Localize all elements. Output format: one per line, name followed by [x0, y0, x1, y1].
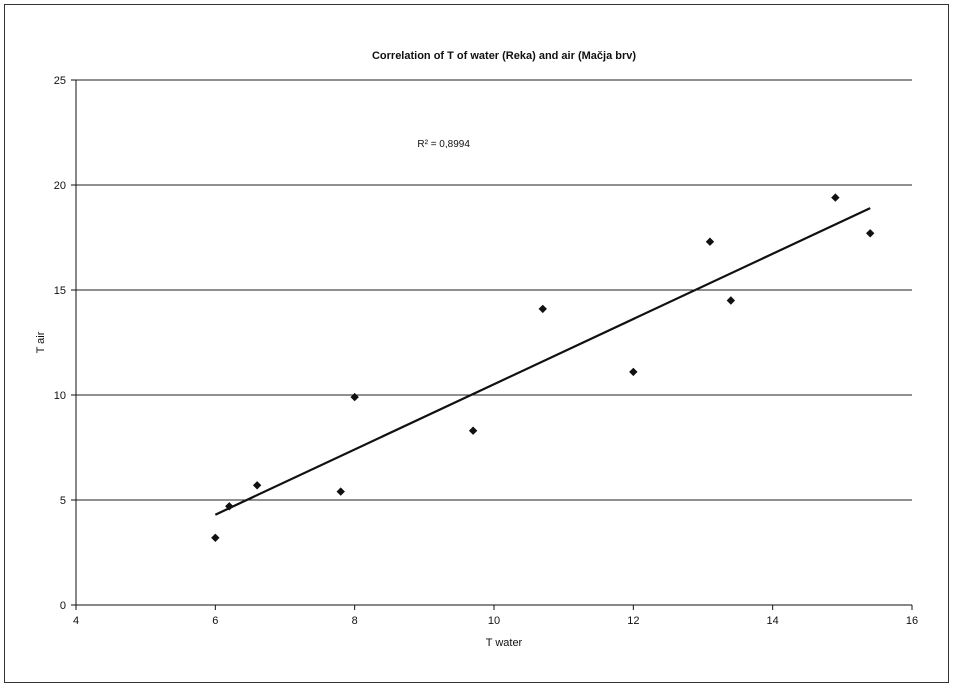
data-points [211, 193, 875, 542]
data-point-12 [866, 229, 875, 238]
x-tick-label-10: 10 [488, 615, 500, 627]
trendline-group [214, 207, 871, 516]
data-point-10 [726, 296, 736, 305]
chart-title: Correlation of T of water (Reka) and air… [372, 50, 636, 62]
data-point-5 [350, 392, 359, 402]
y-tick-label-15: 15 [54, 285, 66, 297]
grid-lines [76, 79, 912, 501]
y-axis-label: T air [35, 331, 47, 353]
data-point-9 [705, 237, 715, 246]
x-tick-labels: 4 6 8 10 12 14 16 [73, 615, 918, 627]
y-tick-label-0: 0 [60, 600, 66, 612]
x-tick-label-8: 8 [352, 615, 358, 627]
y-tick-label-5: 5 [60, 495, 66, 507]
x-tick-label-6: 6 [212, 615, 218, 627]
x-tick-label-4: 4 [73, 615, 79, 627]
x-tick-label-12: 12 [627, 615, 639, 627]
x-axis-label: T water [486, 637, 523, 649]
data-point-4 [336, 487, 345, 496]
y-tick-label-20: 20 [54, 180, 66, 192]
data-point-8 [629, 367, 638, 377]
data-point-7 [538, 304, 547, 314]
linear-trendline [214, 207, 871, 516]
data-point-1 [211, 533, 220, 542]
y-tick-label-10: 10 [54, 390, 66, 402]
y-tick-label-25: 25 [54, 75, 66, 87]
data-point-3 [252, 481, 262, 490]
data-point-11 [831, 193, 840, 202]
chart-frame [4, 4, 949, 683]
data-point-6 [468, 426, 478, 435]
r-squared-annotation: R² = 0,8994 [417, 139, 470, 150]
x-tick-label-14: 14 [767, 615, 779, 627]
axes [71, 79, 913, 610]
y-tick-labels: 0 5 10 15 20 25 [54, 75, 66, 612]
x-tick-label-16: 16 [906, 615, 918, 627]
data-point-2 [225, 502, 234, 511]
